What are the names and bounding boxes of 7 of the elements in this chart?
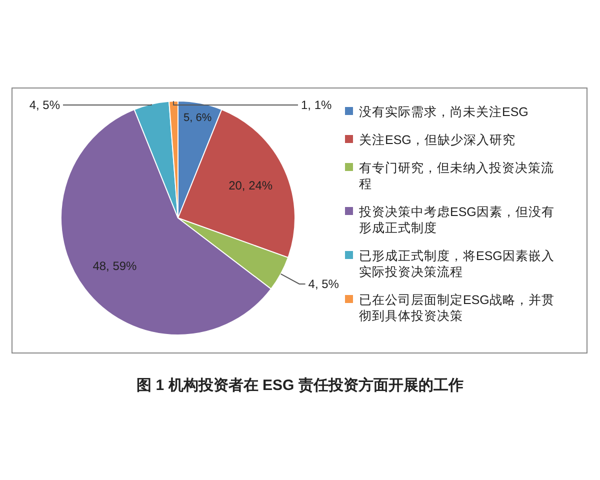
legend-label: 关注ESG，但缺少深入研究 xyxy=(359,133,516,147)
legend-label: 投资决策中考虑ESG因素，但没有形成正式制度 xyxy=(358,205,554,235)
legend-label: 没有实际需求，尚未关注ESG xyxy=(359,105,528,119)
title: 图 1 机构投资者在 ESG 责任投资方面开展的工作 xyxy=(136,377,464,394)
legend-label: 有专门研究，但未纳入投资决策流程 xyxy=(359,160,554,191)
legend-label: 已形成正式制度，将ESG因素嵌入实际投资决策流程 xyxy=(359,248,554,279)
legend-label: 已在公司层面制定ESG战略，并贯彻到具体投资决策 xyxy=(359,293,554,323)
